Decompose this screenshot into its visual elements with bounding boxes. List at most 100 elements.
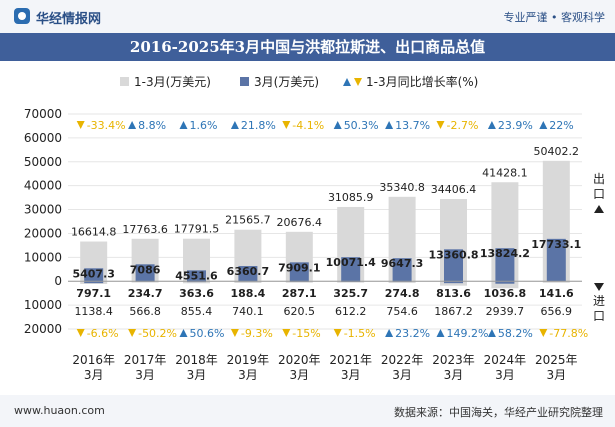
down-triangle-icon [354, 78, 362, 86]
import-growth-label: -6.6% [76, 327, 119, 340]
up-triangle-icon [343, 78, 351, 86]
import-cumulative-label: 1138.4 [74, 305, 113, 318]
import-monthly-label: 234.7 [128, 287, 163, 300]
import-growth-value: -50.2% [138, 327, 177, 340]
import-monthly-label: 188.4 [231, 287, 266, 300]
import-cumulative-bar [234, 281, 262, 283]
import-cumulative-label: 1867.2 [434, 305, 473, 318]
import-cumulative-label: 855.4 [181, 305, 213, 318]
export-monthly-label: 10071.4 [326, 256, 376, 269]
import-cumulative-label: 612.2 [335, 305, 367, 318]
down-triangle-icon [436, 121, 445, 129]
import-monthly-label: 287.1 [282, 287, 317, 300]
y-tick-label: 0 [54, 274, 62, 288]
export-monthly-bar [444, 249, 463, 282]
export-monthly-label: 4551.6 [175, 269, 218, 282]
export-growth-label: 13.7% [385, 119, 430, 132]
import-growth-value: -6.6% [87, 327, 119, 340]
export-monthly-label: 6360.7 [227, 265, 269, 278]
y-tick-label: 20000 [24, 322, 62, 336]
import-monthly-label: 274.8 [385, 287, 420, 300]
growth-rate-labels: -33.4% -6.6% 8.8% -50.2% 1.6% 50.6% 21.8% -9.3%… [76, 119, 588, 340]
up-triangle-icon [436, 329, 445, 337]
y-tick-label: 50000 [24, 155, 62, 169]
import-cumulative-bar [131, 281, 159, 283]
export-monthly-bar [392, 258, 412, 282]
export-growth-value: 1.6% [190, 119, 218, 132]
import-cumulative-label: 740.1 [232, 305, 264, 318]
export-monthly-bar [546, 238, 566, 282]
down-arrow-icon [594, 283, 604, 291]
import-growth-label: 50.6% [179, 327, 224, 340]
export-monthly-label: 13824.2 [480, 247, 530, 260]
export-monthly-label: 5407.3 [72, 267, 114, 280]
import-monthly-bar [444, 281, 463, 284]
import-monthly-label: 797.1 [76, 287, 111, 300]
export-label-text: 出口 [592, 172, 605, 201]
header-bar: 华经情报网 专业严谨 • 客观科学 [0, 0, 615, 33]
data-source: 数据来源：中国海关，华经产业研究院整理 [394, 406, 603, 419]
x-tick-label: 2020年 3月 [278, 353, 321, 382]
logo-icon [14, 8, 30, 24]
export-growth-value: -4.1% [292, 119, 324, 132]
import-growth-value: 23.2% [395, 327, 430, 340]
import-growth-value: 58.2% [498, 327, 533, 340]
import-growth-label: -50.2% [128, 327, 177, 340]
import-monthly-label: 363.6 [179, 287, 214, 300]
import-cumulative-bar [542, 281, 570, 283]
x-tick-label: 2017年 3月 [124, 353, 167, 382]
legend-item: 1-3月(万美元) [120, 75, 211, 89]
legend: 1-3月(万美元) 3月(万美元) 1-3月同比增长率(%) [120, 74, 478, 89]
export-monthly-bar [187, 270, 206, 282]
export-growth-value: 22% [549, 119, 573, 132]
export-monthly-label: 17733.1 [531, 238, 581, 251]
x-tick-label: 2024年 3月 [484, 353, 527, 382]
export-cumulative-label: 21565.7 [225, 214, 271, 227]
export-cumulative-label: 17791.5 [174, 223, 220, 236]
down-triangle-icon [282, 329, 291, 337]
down-triangle-icon [128, 329, 137, 337]
export-monthly-bar [238, 266, 258, 282]
x-tick-label: 2025年 3月 [535, 353, 578, 382]
export-cumulative-label: 16614.8 [71, 226, 117, 239]
export-growth-label: 1.6% [179, 119, 218, 132]
import-growth-label: -9.3% [230, 327, 273, 340]
export-growth-label: -33.4% [76, 119, 126, 132]
export-monthly-bar [289, 262, 309, 282]
export-growth-value: 21.8% [241, 119, 276, 132]
y-tick-label: 10000 [24, 298, 62, 312]
legend-swatch [240, 77, 249, 86]
y-tick-label: 70000 [24, 107, 62, 121]
up-triangle-icon [487, 329, 496, 337]
up-triangle-icon [128, 121, 137, 129]
export-cumulative-label: 41428.1 [482, 166, 528, 179]
export-cumulative-label: 34406.4 [431, 183, 477, 196]
chart-title: 2016-2025年3月中国与洪都拉斯进、出口商品总值 [0, 33, 615, 61]
brand-name: 华经情报网 [36, 12, 102, 27]
footer-bar: www.huaon.com 数据来源：中国海关，华经产业研究院整理 [0, 395, 615, 427]
export-monthly-label: 7909.1 [278, 261, 320, 274]
export-growth-label: 50.3% [333, 119, 379, 132]
export-growth-label: 8.8% [128, 119, 166, 132]
y-tick-label: 40000 [24, 179, 62, 193]
export-monthly-bar [495, 248, 515, 282]
down-triangle-icon [76, 329, 85, 337]
export-growth-value: -33.4% [87, 119, 126, 132]
legend-item: 3月(万美元) [240, 75, 319, 89]
x-tick-label: 2022年 3月 [381, 353, 424, 382]
import-cumulative-bar [440, 281, 467, 286]
up-triangle-icon [487, 121, 496, 129]
export-monthly-bar [341, 257, 361, 282]
legend-item: 1-3月同比增长率(%) [343, 74, 478, 89]
y-tick-label: 20000 [24, 226, 62, 240]
x-tick-label: 2019年 3月 [227, 353, 270, 382]
import-monthly-bar [84, 281, 104, 284]
import-cumulative-bar [183, 281, 210, 284]
x-tick-label: 2018年 3月 [175, 353, 218, 382]
down-triangle-icon [539, 329, 548, 337]
import-cumulative-label: 566.8 [129, 305, 161, 318]
website-url: www.huaon.com [14, 404, 105, 417]
import-monthly-label: 1036.8 [484, 287, 526, 300]
export-growth-value: 13.7% [395, 119, 430, 132]
up-triangle-icon [179, 329, 188, 337]
